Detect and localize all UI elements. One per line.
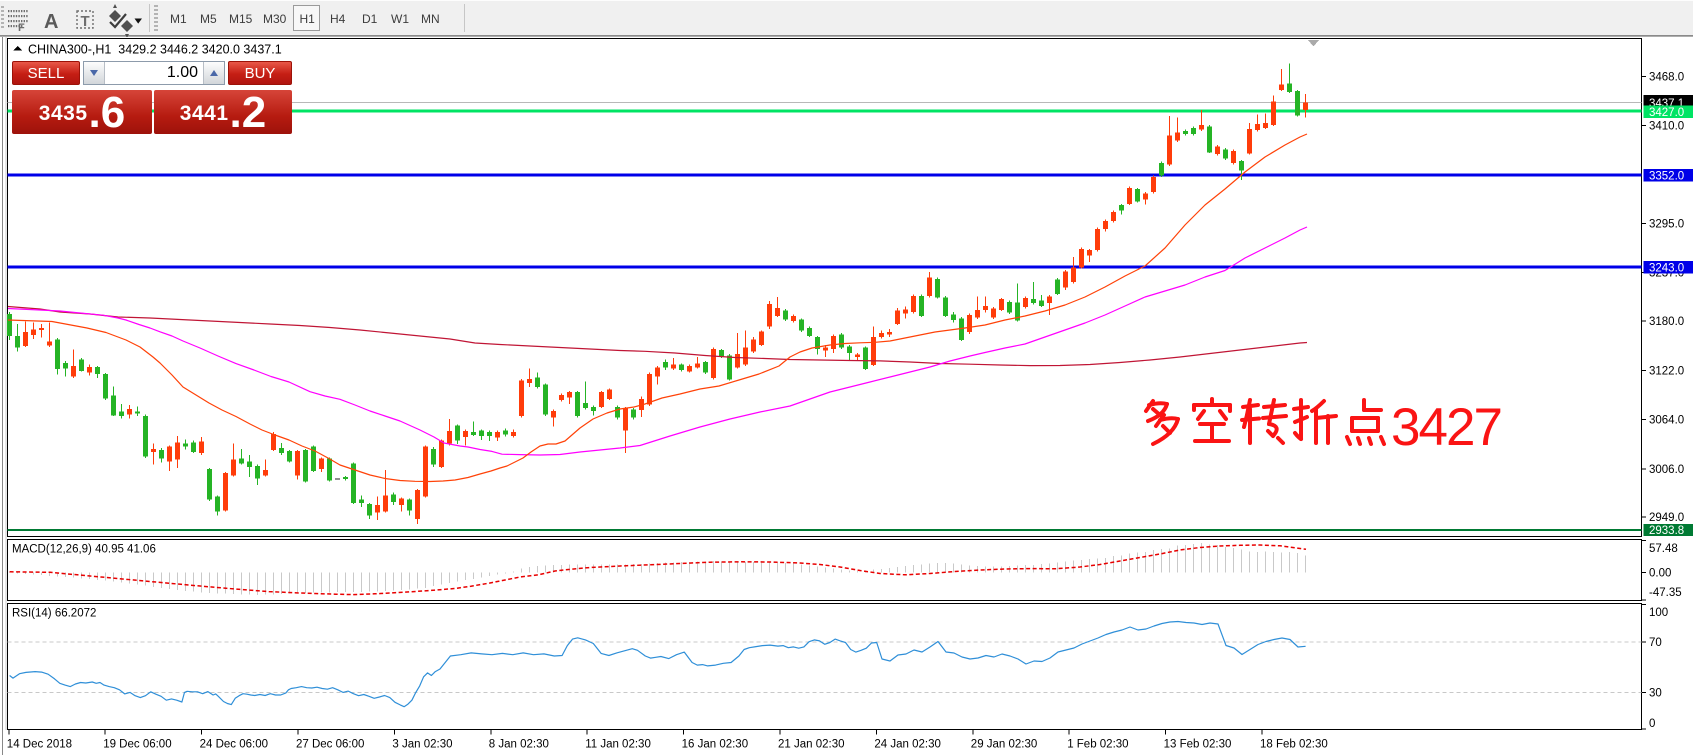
svg-text:21 Jan 02:30: 21 Jan 02:30 [778, 739, 845, 751]
svg-text:3180.0: 3180.0 [1649, 316, 1684, 328]
svg-text:11 Jan 02:30: 11 Jan 02:30 [585, 739, 651, 751]
svg-text:A: A [44, 11, 58, 33]
svg-text:24 Dec 06:00: 24 Dec 06:00 [200, 739, 268, 751]
svg-text:M1: M1 [170, 12, 187, 26]
svg-text:24 Jan 02:30: 24 Jan 02:30 [874, 739, 941, 751]
svg-text:3427.0: 3427.0 [1649, 107, 1684, 119]
svg-text:2949.0: 2949.0 [1649, 512, 1684, 524]
svg-text:CHINA300-,H1 3429.2 3446.2 34: CHINA300-,H1 3429.2 3446.2 3420.0 3437.1 [28, 43, 282, 57]
svg-text:3 Jan 02:30: 3 Jan 02:30 [392, 739, 452, 751]
svg-text:29 Jan 02:30: 29 Jan 02:30 [971, 739, 1038, 751]
svg-text:3064.0: 3064.0 [1649, 415, 1684, 427]
svg-text:16 Jan 02:30: 16 Jan 02:30 [682, 739, 749, 751]
svg-text:M30: M30 [263, 12, 287, 26]
svg-text:W1: W1 [391, 12, 409, 26]
svg-text:3122.0: 3122.0 [1649, 365, 1684, 377]
svg-text:F: F [18, 22, 25, 34]
svg-text:T: T [81, 13, 90, 30]
svg-text:D1: D1 [362, 12, 378, 26]
svg-text:3410.0: 3410.0 [1649, 121, 1684, 133]
svg-text:MN: MN [421, 12, 440, 26]
svg-text:3006.0: 3006.0 [1649, 464, 1684, 476]
svg-text:3243.0: 3243.0 [1649, 262, 1684, 274]
svg-text:M5: M5 [200, 12, 217, 26]
svg-text:14 Dec 2018: 14 Dec 2018 [7, 739, 72, 751]
svg-text:0.00: 0.00 [1649, 567, 1671, 579]
svg-text:57.48: 57.48 [1649, 543, 1678, 555]
svg-text:3427: 3427 [1391, 398, 1503, 457]
svg-text:2933.8: 2933.8 [1649, 525, 1684, 537]
svg-text:M15: M15 [229, 12, 253, 26]
svg-text:3468.0: 3468.0 [1649, 71, 1684, 83]
svg-text:RSI(14) 66.2072: RSI(14) 66.2072 [12, 608, 96, 620]
svg-text:MACD(12,26,9) 40.95 41.06: MACD(12,26,9) 40.95 41.06 [12, 544, 156, 556]
svg-text:30: 30 [1649, 687, 1662, 699]
svg-text:13 Feb 02:30: 13 Feb 02:30 [1164, 739, 1232, 751]
svg-text:H1: H1 [300, 12, 316, 26]
svg-text:8 Jan 02:30: 8 Jan 02:30 [489, 739, 549, 751]
svg-text:-47.35: -47.35 [1649, 587, 1682, 599]
svg-text:19 Dec 06:00: 19 Dec 06:00 [103, 739, 171, 751]
svg-text:0: 0 [1649, 718, 1655, 730]
svg-text:H4: H4 [330, 12, 346, 26]
svg-text:3352.0: 3352.0 [1649, 170, 1684, 182]
svg-text:100: 100 [1649, 607, 1668, 619]
svg-text:70: 70 [1649, 637, 1662, 649]
svg-text:18 Feb 02:30: 18 Feb 02:30 [1260, 739, 1328, 751]
svg-text:3295.0: 3295.0 [1649, 218, 1684, 230]
svg-text:27 Dec 06:00: 27 Dec 06:00 [296, 739, 364, 751]
svg-text:1 Feb 02:30: 1 Feb 02:30 [1067, 739, 1128, 751]
